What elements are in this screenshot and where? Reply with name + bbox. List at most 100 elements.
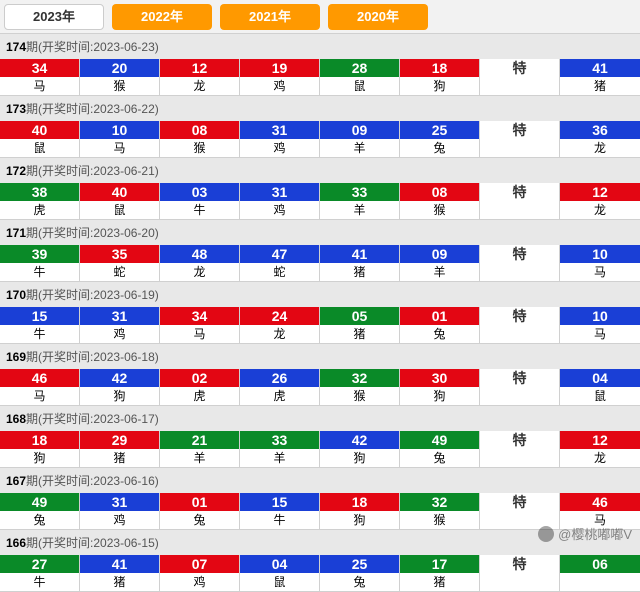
ball-cell: 31鸡 — [80, 307, 160, 343]
special-label: 特 — [480, 555, 559, 573]
ball-number: 08 — [160, 121, 239, 139]
ball-cell: 32猴 — [320, 369, 400, 405]
ball-cell: 20猴 — [80, 59, 160, 95]
ball-zodiac: 狗 — [320, 449, 399, 467]
ball-zodiac: 鸡 — [80, 325, 159, 343]
ball-zodiac: 鸡 — [80, 511, 159, 529]
ball-cell: 42狗 — [320, 431, 400, 467]
year-tab-1[interactable]: 2022年 — [112, 4, 212, 30]
ball-cell: 33羊 — [320, 183, 400, 219]
ball-cell: 41猪 — [320, 245, 400, 281]
ball-number: 05 — [320, 307, 399, 325]
special-label: 特 — [480, 245, 559, 263]
ball-zodiac: 猪 — [320, 325, 399, 343]
ball-number: 15 — [0, 307, 79, 325]
ball-zodiac: 马 — [80, 139, 159, 157]
ball-number: 31 — [240, 121, 319, 139]
ball-cell: 24龙 — [240, 307, 320, 343]
ball-zodiac: 狗 — [80, 387, 159, 405]
ball-zodiac: 鼠 — [240, 573, 319, 591]
period-row: 169期(开奖时间:2023-06-18)46马42狗02虎26虎32猴30狗特… — [0, 343, 640, 406]
special-label: 特 — [480, 369, 559, 387]
special-zodiac: 马 — [560, 263, 640, 281]
ball-zodiac: 牛 — [160, 201, 239, 219]
draw-date: 2023-06-21 — [93, 164, 154, 178]
special-blank — [480, 573, 559, 591]
ball-cell: 30狗 — [400, 369, 480, 405]
ball-number: 18 — [0, 431, 79, 449]
ball-number: 41 — [320, 245, 399, 263]
ball-zodiac: 兔 — [400, 325, 479, 343]
ball-zodiac: 鸡 — [240, 77, 319, 95]
year-tab-3[interactable]: 2020年 — [328, 4, 428, 30]
results-list: 174期(开奖时间:2023-06-23)34马20猴12龙19鸡28鼠18狗特… — [0, 33, 640, 592]
ball-cell: 34马 — [0, 59, 80, 95]
year-tab-2[interactable]: 2021年 — [220, 4, 320, 30]
ball-cell: 17猪 — [400, 555, 480, 591]
period-header: 173期(开奖时间:2023-06-22) — [0, 96, 640, 121]
ball-zodiac: 鼠 — [0, 139, 79, 157]
period-header: 171期(开奖时间:2023-06-20) — [0, 220, 640, 245]
ball-number: 18 — [400, 59, 479, 77]
ball-cell: 48龙 — [160, 245, 240, 281]
ball-zodiac: 兔 — [0, 511, 79, 529]
special-label-cell: 特 — [480, 307, 560, 343]
ball-number: 39 — [0, 245, 79, 263]
ball-zodiac: 猪 — [400, 573, 479, 591]
ball-number: 47 — [240, 245, 319, 263]
ball-cell: 29猪 — [80, 431, 160, 467]
special-label-cell: 特 — [480, 59, 560, 95]
ball-cell: 21羊 — [160, 431, 240, 467]
draw-date: 2023-06-19 — [93, 288, 154, 302]
ball-zodiac: 狗 — [0, 449, 79, 467]
special-label: 特 — [480, 183, 559, 201]
special-ball-cell: 06 — [560, 555, 640, 591]
ball-cell: 12龙 — [160, 59, 240, 95]
year-tabs: 2023年 2022年 2021年 2020年 — [0, 0, 640, 34]
ball-number: 31 — [80, 307, 159, 325]
issue-number: 169 — [6, 350, 26, 364]
special-blank — [480, 387, 559, 405]
ball-zodiac: 虎 — [160, 387, 239, 405]
special-number: 36 — [560, 121, 640, 139]
ball-number: 18 — [320, 493, 399, 511]
ball-number: 04 — [240, 555, 319, 573]
ball-zodiac: 兔 — [320, 573, 399, 591]
draw-date: 2023-06-22 — [93, 102, 154, 116]
year-tab-0[interactable]: 2023年 — [4, 4, 104, 30]
ball-number: 31 — [80, 493, 159, 511]
balls-row: 49兔31鸡01兔15牛18狗32猴特46马 — [0, 493, 640, 529]
ball-cell: 32猴 — [400, 493, 480, 529]
ball-number: 17 — [400, 555, 479, 573]
ball-cell: 40鼠 — [0, 121, 80, 157]
ball-cell: 40鼠 — [80, 183, 160, 219]
ball-number: 32 — [400, 493, 479, 511]
special-label-cell: 特 — [480, 493, 560, 529]
ball-zodiac: 兔 — [160, 511, 239, 529]
issue-number: 172 — [6, 164, 26, 178]
special-zodiac: 马 — [560, 325, 640, 343]
draw-date: 2023-06-23 — [93, 40, 154, 54]
ball-cell: 27牛 — [0, 555, 80, 591]
special-zodiac: 龙 — [560, 201, 640, 219]
draw-date: 2023-06-18 — [93, 350, 154, 364]
balls-row: 34马20猴12龙19鸡28鼠18狗特41猪 — [0, 59, 640, 95]
draw-date: 2023-06-16 — [93, 474, 154, 488]
ball-number: 19 — [240, 59, 319, 77]
period-row: 172期(开奖时间:2023-06-21)38虎40鼠03牛31鸡33羊08猴特… — [0, 157, 640, 220]
period-header: 166期(开奖时间:2023-06-15) — [0, 530, 640, 555]
ball-cell: 31鸡 — [80, 493, 160, 529]
ball-cell: 33羊 — [240, 431, 320, 467]
issue-number: 167 — [6, 474, 26, 488]
ball-cell: 18狗 — [0, 431, 80, 467]
special-label-cell: 特 — [480, 431, 560, 467]
ball-number: 33 — [240, 431, 319, 449]
ball-cell: 04鼠 — [240, 555, 320, 591]
period-header: 167期(开奖时间:2023-06-16) — [0, 468, 640, 493]
ball-cell: 03牛 — [160, 183, 240, 219]
ball-zodiac: 牛 — [0, 573, 79, 591]
ball-number: 21 — [160, 431, 239, 449]
special-blank — [480, 511, 559, 529]
ball-number: 08 — [400, 183, 479, 201]
ball-cell: 42狗 — [80, 369, 160, 405]
